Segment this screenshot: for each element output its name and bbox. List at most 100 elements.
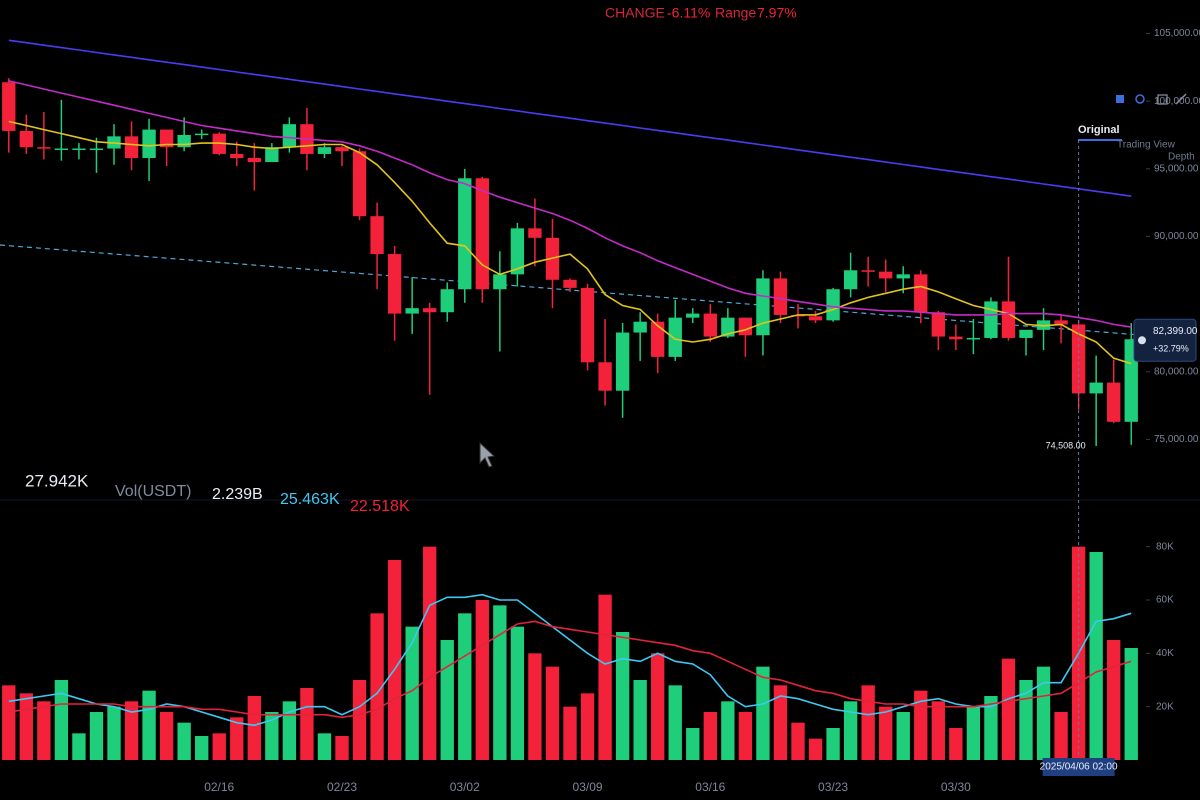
toolbar-icons <box>1116 93 1187 105</box>
y-tick-label: 105,000.00 <box>1154 28 1200 39</box>
volume-bar <box>721 701 735 760</box>
volume-bar <box>265 712 279 760</box>
volume-bar <box>633 680 647 760</box>
volume-bar <box>791 722 805 760</box>
candle-body <box>405 308 419 314</box>
candle-body <box>230 153 244 158</box>
volume-bar <box>370 613 384 760</box>
candle-body <box>563 279 577 288</box>
candle-body <box>949 336 963 340</box>
volume-bar <box>54 680 69 760</box>
volume-average-line <box>8 593 1132 727</box>
volume-bar <box>1124 648 1138 760</box>
last-price-change: +32.79% <box>1153 344 1189 354</box>
y-tick-label: 75,000.00 <box>1154 434 1199 445</box>
tag-icon <box>1138 336 1146 345</box>
volume-bar <box>528 653 542 760</box>
volume-bar <box>1054 712 1068 760</box>
candle-body <box>493 274 507 290</box>
tab[interactable]: Trading View <box>1117 140 1176 151</box>
volume-bar <box>931 701 945 760</box>
candle-body <box>335 147 349 152</box>
last-price-tag <box>1133 318 1197 362</box>
volume-bar <box>475 600 489 760</box>
candle-body <box>370 216 384 255</box>
x-tick-label: 03/09 <box>573 780 603 794</box>
y-tick-label: 80,000.00 <box>1154 366 1199 377</box>
y-tick-label: 90,000.00 <box>1154 231 1199 242</box>
volume-bar <box>493 605 507 760</box>
volume-bar <box>914 690 928 760</box>
volume-bar <box>387 560 402 760</box>
volume-legend: Vol(USDT) <box>115 483 191 500</box>
volume-bar <box>808 738 823 760</box>
candle-body <box>651 321 665 357</box>
candle-body <box>984 301 998 338</box>
volume-legend: 2.239B <box>212 486 263 503</box>
volume-bar <box>247 696 261 760</box>
volume-bar <box>230 717 244 760</box>
volume-bar <box>1001 658 1016 760</box>
candle-body <box>1019 329 1033 338</box>
candle-body <box>826 289 840 321</box>
icon <box>1157 94 1168 105</box>
candle-body <box>475 178 489 290</box>
volume-bar <box>861 685 875 760</box>
candle-body <box>89 148 104 151</box>
candle-body <box>387 254 402 314</box>
volume-bar <box>72 733 86 760</box>
volume-bar <box>686 728 700 760</box>
candle-body <box>458 178 472 290</box>
volume-bar <box>352 680 367 760</box>
volume-bar <box>107 706 121 760</box>
candle-body <box>1089 382 1103 394</box>
volume-bar <box>317 733 332 760</box>
candle-body <box>598 362 612 391</box>
volume-bar <box>966 706 981 760</box>
candle-body <box>423 308 437 313</box>
volume-bar <box>335 736 349 760</box>
tab[interactable]: Original <box>1078 124 1120 136</box>
moving-average-line <box>8 120 1132 365</box>
mouse-cursor <box>479 441 496 468</box>
volume-bar <box>1036 666 1051 760</box>
volume-bar <box>405 626 419 760</box>
candle-body <box>510 228 525 275</box>
candle-body <box>159 129 174 148</box>
volume-bar <box>651 653 665 760</box>
moving-average-line <box>8 80 1132 328</box>
tab[interactable]: Depth <box>1168 152 1195 163</box>
volume-legend: 27.942K <box>25 471 89 490</box>
volume-bar <box>142 690 156 760</box>
volume-bar <box>89 712 104 760</box>
candle-body <box>703 313 717 337</box>
candle-body <box>352 151 367 217</box>
candle-body <box>861 270 875 272</box>
low-price-label: 74,508.00 <box>1046 440 1086 450</box>
volume-bar <box>19 693 33 760</box>
candle-body <box>440 289 454 313</box>
candle-body <box>879 271 893 279</box>
candle-body <box>843 270 858 290</box>
candle-body <box>686 313 700 318</box>
x-tick-label: 03/30 <box>941 780 971 794</box>
volume-bar <box>879 706 893 760</box>
candle-body <box>54 148 69 151</box>
volume-bar <box>896 712 910 760</box>
candle-body <box>931 312 945 337</box>
range-label: Range <box>715 5 756 21</box>
candle-body <box>615 332 630 391</box>
candle-body <box>528 228 542 238</box>
candle-body <box>282 124 297 148</box>
candle-body <box>580 287 595 363</box>
volume-bar <box>580 693 595 760</box>
volume-bar <box>1107 640 1121 760</box>
volume-bar <box>37 701 51 760</box>
candle-body <box>738 317 753 336</box>
candle-body <box>633 321 647 333</box>
x-tick-label: 02/16 <box>204 780 234 794</box>
x-tick-label: 03/16 <box>695 780 725 794</box>
candle-body <box>265 147 279 163</box>
